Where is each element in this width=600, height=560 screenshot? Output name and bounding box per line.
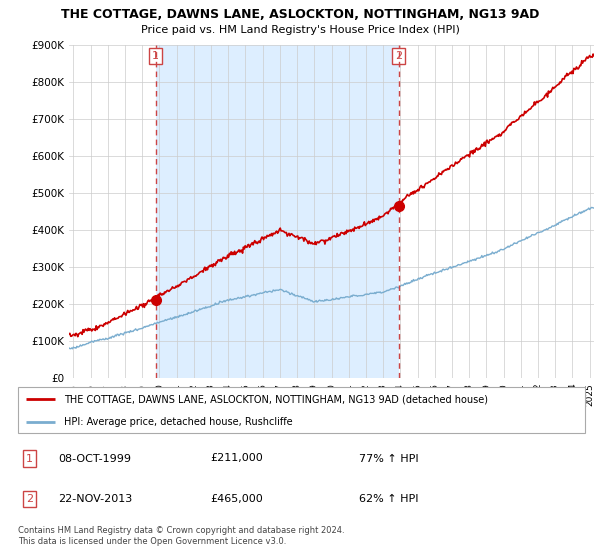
Text: 77% ↑ HPI: 77% ↑ HPI [359,454,418,464]
Text: THE COTTAGE, DAWNS LANE, ASLOCKTON, NOTTINGHAM, NG13 9AD (detached house): THE COTTAGE, DAWNS LANE, ASLOCKTON, NOTT… [64,394,488,404]
Text: £465,000: £465,000 [210,494,263,505]
Text: 62% ↑ HPI: 62% ↑ HPI [359,494,418,505]
Text: THE COTTAGE, DAWNS LANE, ASLOCKTON, NOTTINGHAM, NG13 9AD: THE COTTAGE, DAWNS LANE, ASLOCKTON, NOTT… [61,8,539,21]
Bar [156,45,398,378]
Text: Contains HM Land Registry data © Crown copyright and database right 2024.
This d: Contains HM Land Registry data © Crown c… [18,526,344,546]
FancyBboxPatch shape [18,388,585,433]
Text: 1: 1 [26,454,33,464]
Text: 08-OCT-1999: 08-OCT-1999 [58,454,131,464]
Text: HPI: Average price, detached house, Rushcliffe: HPI: Average price, detached house, Rush… [64,417,292,427]
Text: Price paid vs. HM Land Registry's House Price Index (HPI): Price paid vs. HM Land Registry's House … [140,25,460,35]
Text: 1: 1 [152,51,159,61]
Text: £211,000: £211,000 [210,454,263,464]
Text: 2: 2 [26,494,33,505]
Text: 22-NOV-2013: 22-NOV-2013 [58,494,132,505]
Text: 2: 2 [395,51,402,61]
